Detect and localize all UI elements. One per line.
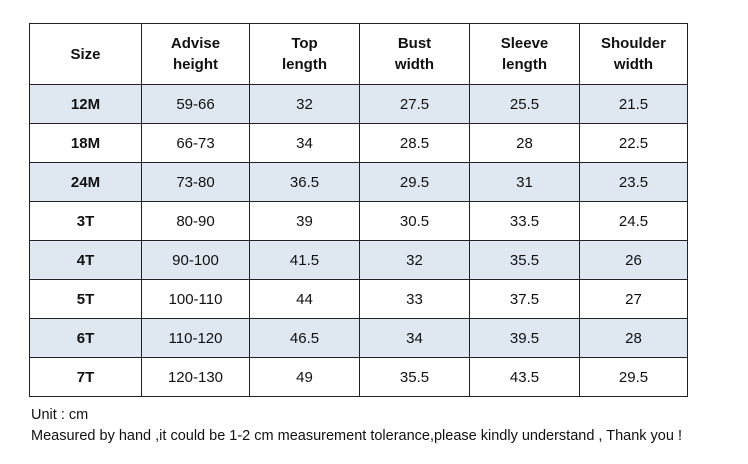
header-advise-height: Advise height <box>141 23 250 85</box>
sleeve-length-cell: 39.5 <box>469 318 580 358</box>
shoulder-width-cell: 22.5 <box>579 123 688 163</box>
shoulder-width-cell: 26 <box>579 240 688 280</box>
table-header-row: Size Advise height Top length Bust width… <box>29 23 688 85</box>
shoulder-width-cell: 27 <box>579 279 688 319</box>
size-cell: 18M <box>29 123 142 163</box>
size-cell: 4T <box>29 240 142 280</box>
size-cell: 6T <box>29 318 142 358</box>
bust-width-cell: 27.5 <box>359 84 470 124</box>
measurement-tolerance-note: Measured by hand ,it could be 1-2 cm mea… <box>31 428 682 444</box>
sleeve-length-cell: 43.5 <box>469 357 580 397</box>
table-row: 4T 90-100 41.5 32 35.5 26 <box>29 240 688 280</box>
bust-width-cell: 33 <box>359 279 470 319</box>
size-cell: 24M <box>29 162 142 202</box>
table-row: 3T 80-90 39 30.5 33.5 24.5 <box>29 201 688 241</box>
top-length-cell: 34 <box>249 123 360 163</box>
shoulder-width-cell: 21.5 <box>579 84 688 124</box>
table-row: 24M 73-80 36.5 29.5 31 23.5 <box>29 162 688 202</box>
table-row: 12M 59-66 32 27.5 25.5 21.5 <box>29 84 688 124</box>
height-cell: 90-100 <box>141 240 250 280</box>
header-size: Size <box>29 23 142 85</box>
header-top-length: Top length <box>249 23 360 85</box>
shoulder-width-cell: 24.5 <box>579 201 688 241</box>
size-cell: 12M <box>29 84 142 124</box>
bust-width-cell: 28.5 <box>359 123 470 163</box>
shoulder-width-cell: 29.5 <box>579 357 688 397</box>
bust-width-cell: 32 <box>359 240 470 280</box>
table-row: 6T 110-120 46.5 34 39.5 28 <box>29 318 688 358</box>
top-length-cell: 41.5 <box>249 240 360 280</box>
sleeve-length-cell: 33.5 <box>469 201 580 241</box>
header-shoulder-width: Shoulder width <box>579 23 688 85</box>
sleeve-length-cell: 37.5 <box>469 279 580 319</box>
top-length-cell: 36.5 <box>249 162 360 202</box>
height-cell: 80-90 <box>141 201 250 241</box>
sleeve-length-cell: 35.5 <box>469 240 580 280</box>
top-length-cell: 49 <box>249 357 360 397</box>
height-cell: 66-73 <box>141 123 250 163</box>
top-length-cell: 46.5 <box>249 318 360 358</box>
top-length-cell: 44 <box>249 279 360 319</box>
table-row: 18M 66-73 34 28.5 28 22.5 <box>29 123 688 163</box>
shoulder-width-cell: 28 <box>579 318 688 358</box>
top-length-cell: 32 <box>249 84 360 124</box>
size-cell: 5T <box>29 279 142 319</box>
height-cell: 120-130 <box>141 357 250 397</box>
bust-width-cell: 35.5 <box>359 357 470 397</box>
height-cell: 73-80 <box>141 162 250 202</box>
bust-width-cell: 34 <box>359 318 470 358</box>
size-cell: 7T <box>29 357 142 397</box>
header-sleeve-length: Sleeve length <box>469 23 580 85</box>
shoulder-width-cell: 23.5 <box>579 162 688 202</box>
sleeve-length-cell: 28 <box>469 123 580 163</box>
size-chart-table: Size Advise height Top length Bust width… <box>29 23 688 397</box>
table-row: 7T 120-130 49 35.5 43.5 29.5 <box>29 357 688 397</box>
height-cell: 110-120 <box>141 318 250 358</box>
header-bust-width: Bust width <box>359 23 470 85</box>
top-length-cell: 39 <box>249 201 360 241</box>
table-row: 5T 100-110 44 33 37.5 27 <box>29 279 688 319</box>
bust-width-cell: 29.5 <box>359 162 470 202</box>
height-cell: 100-110 <box>141 279 250 319</box>
sleeve-length-cell: 31 <box>469 162 580 202</box>
size-cell: 3T <box>29 201 142 241</box>
bust-width-cell: 30.5 <box>359 201 470 241</box>
unit-note: Unit : cm <box>31 407 89 423</box>
height-cell: 59-66 <box>141 84 250 124</box>
sleeve-length-cell: 25.5 <box>469 84 580 124</box>
